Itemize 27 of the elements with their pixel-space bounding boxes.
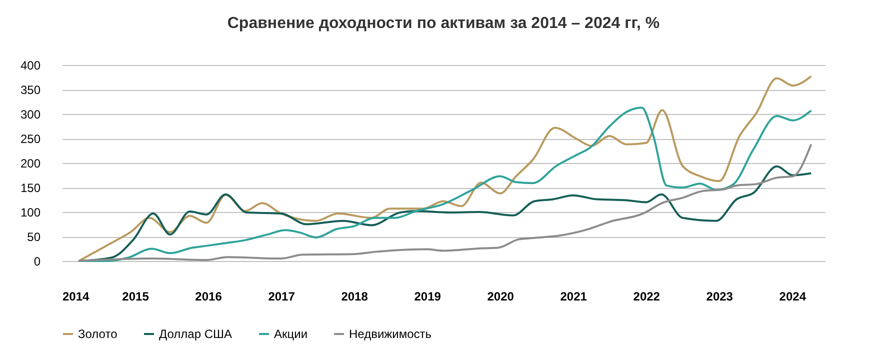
chart-title: Сравнение доходности по активам за 2014 – 2024 гг, % [227, 15, 660, 32]
legend-label: Доллар США [159, 327, 232, 341]
y-tick-label: 350 [20, 83, 41, 97]
x-tick-label: 2014 [62, 290, 90, 304]
x-tick-label: 2024 [779, 290, 806, 304]
y-tick-label: 400 [20, 58, 41, 72]
y-tick-label: 150 [20, 181, 41, 195]
y-tick-label: 0 [34, 254, 41, 268]
line-series [78, 143, 812, 262]
y-tick-label: 100 [20, 206, 41, 220]
x-tick-label: 2018 [341, 290, 368, 304]
x-tick-label: 2020 [487, 290, 514, 304]
x-tick-label: 2016 [195, 290, 222, 304]
y-tick-label: 250 [20, 132, 41, 146]
x-tick-label: 2023 [706, 290, 734, 304]
legend-label: Золото [78, 327, 118, 341]
y-tick-label: 200 [20, 156, 41, 170]
x-tick-label: 2019 [414, 290, 442, 304]
legend-label: Недвижимость [349, 327, 432, 341]
y-tick-label: 300 [20, 108, 41, 122]
legend-label: Акции [274, 327, 308, 341]
y-tick-label: 50 [27, 230, 41, 244]
x-tick-label: 2015 [122, 290, 150, 304]
x-tick-label: 2021 [560, 290, 588, 304]
x-tick-label: 2022 [633, 290, 660, 304]
line-series [78, 75, 812, 262]
x-tick-label: 2017 [268, 290, 296, 304]
